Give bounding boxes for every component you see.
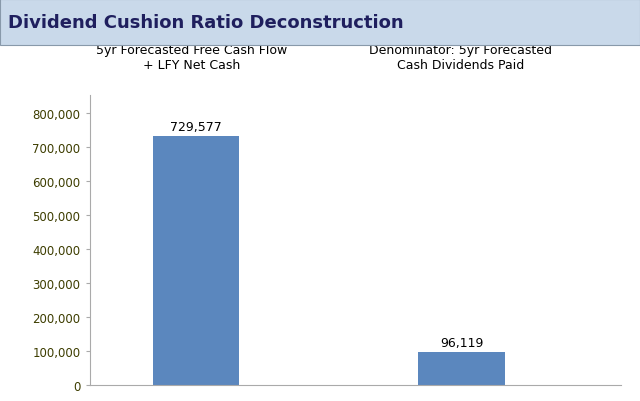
Text: 729,577: 729,577 [170, 121, 221, 134]
Text: Dividend Cushion Ratio Deconstruction: Dividend Cushion Ratio Deconstruction [8, 14, 403, 32]
Bar [153, 137, 239, 385]
Text: Dividend Cushion Numerator:
5yr Forecasted Free Cash Flow
+ LFY Net Cash: Dividend Cushion Numerator: 5yr Forecast… [97, 29, 287, 72]
Text: Dividend Cushion
Denominator: 5yr Forecasted
Cash Dividends Paid: Dividend Cushion Denominator: 5yr Foreca… [369, 29, 552, 72]
Bar [419, 352, 504, 385]
Text: 96,119: 96,119 [440, 336, 483, 349]
